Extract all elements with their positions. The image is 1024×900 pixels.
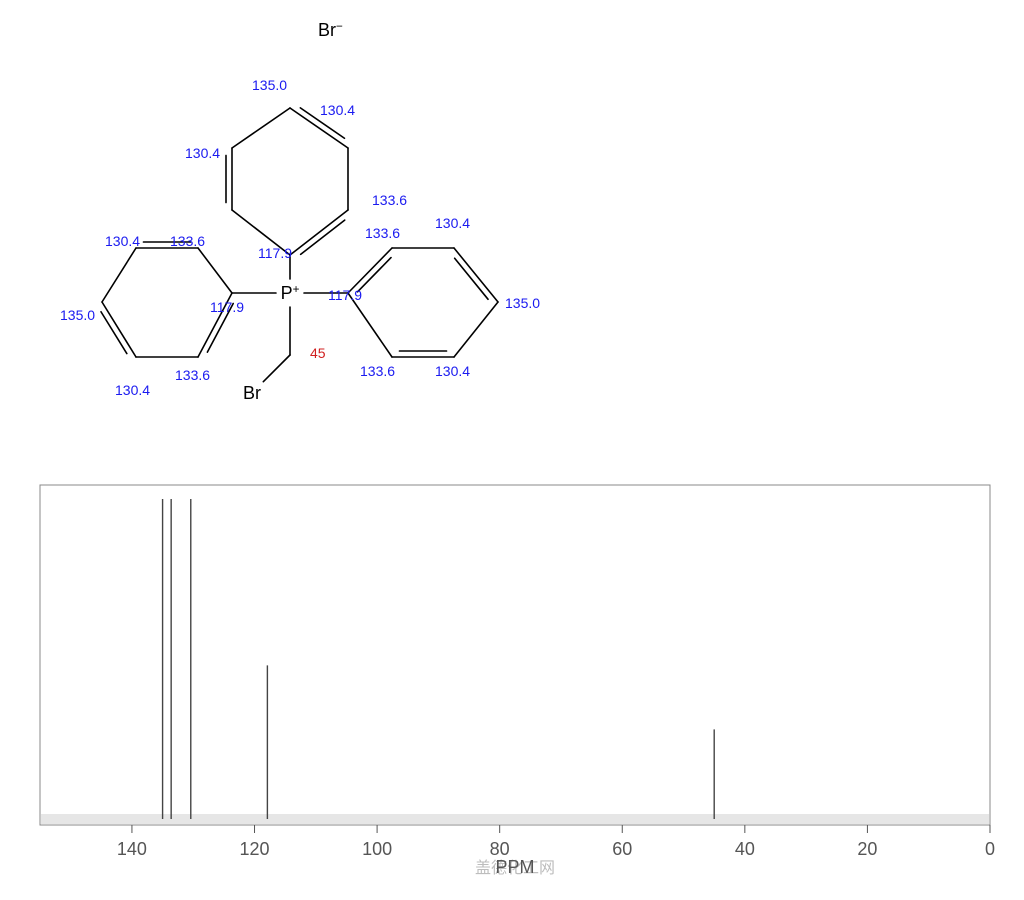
chemical-shift-label: 133.6 [372,192,407,208]
nmr-spectrum: 140120100806040200盖德化工网PPM [0,475,1024,900]
chemical-shift-label: 117.9 [210,299,244,315]
chemical-shift-label: 130.4 [185,145,220,161]
chemical-shift-label: 135.0 [252,77,287,93]
chemical-shift-label: 130.4 [115,382,150,398]
atom-bromine: Br [243,383,261,403]
chemical-shift-label: 135.0 [505,295,540,311]
chemical-shift-label: 133.6 [175,367,210,383]
counterion-bromide: Br− [318,20,343,41]
axis-tick-label: 0 [985,839,995,859]
chemical-shift-label: 133.6 [365,225,400,241]
axis-label-ppm: PPM [495,857,534,877]
axis-tick-label: 40 [735,839,755,859]
axis-tick-label: 60 [612,839,632,859]
chemical-shift-label: 133.6 [170,233,205,249]
atom-phosphorus: P+ [281,283,300,304]
molecule-diagram: P+ Br Br− 135.0 130.4 130.4 133.6 117.9 133.6 130… [0,0,1024,475]
chemical-shift-label: 117.9 [328,287,362,303]
chemical-shift-label: 130.4 [435,215,470,231]
chemical-shift-label: 135.0 [60,307,95,323]
axis-tick-label: 80 [490,839,510,859]
chemical-shift-label: 130.4 [105,233,140,249]
axis-tick-label: 140 [117,839,147,859]
chemical-shift-label: 117.9 [258,245,292,261]
chemical-shift-label: 130.4 [435,363,470,379]
chemical-shift-label: 45 [310,345,326,361]
spectrum-plot-area [40,485,990,825]
chemical-shift-label: 130.4 [320,102,355,118]
spectrum-baseline [41,814,989,824]
chemical-shift-label: 133.6 [360,363,395,379]
axis-tick-label: 20 [857,839,877,859]
axis-tick-label: 100 [362,839,392,859]
axis-tick-label: 120 [239,839,269,859]
